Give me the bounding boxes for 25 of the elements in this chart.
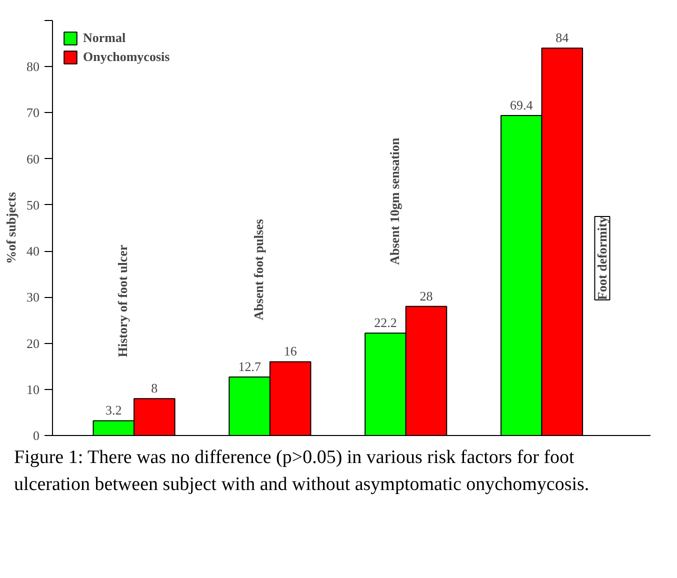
y-tick-label: 70	[26, 105, 40, 120]
x-tick-label: History of foot ulcer	[114, 244, 130, 358]
legend-label: Normal	[83, 30, 126, 46]
y-tick-label: 0	[33, 428, 40, 443]
data-label: 69.4	[510, 97, 534, 112]
y-tick-label: 20	[26, 336, 40, 351]
data-label: 84	[556, 30, 570, 46]
data-label: 3.2	[106, 402, 122, 418]
x-tick-label: Foot deformity	[594, 216, 610, 300]
y-tick-label: 30	[26, 290, 40, 305]
y-tick-label: 10	[26, 382, 40, 397]
y-tick-label: 80	[26, 59, 40, 74]
y-axis-title: %of subjects	[4, 192, 18, 264]
x-tick-label: Absent foot pulses	[250, 219, 266, 320]
x-tick-label: Absent 10gm sensation	[386, 136, 402, 265]
data-label: 28	[420, 288, 433, 304]
legend-label: Onychomycosis	[83, 49, 170, 65]
y-tick-label: 40	[26, 244, 40, 259]
data-label: 16	[284, 344, 298, 359]
y-tick-label: 50	[26, 197, 40, 212]
data-label: 8	[151, 380, 158, 396]
caption: Figure 1: There was no difference (p>0.05) in various risk factors for foot ulceration between subject with and without asymptomatic onychomycosis.	[14, 446, 590, 497]
data-label: 12.7	[238, 358, 262, 374]
data-label: 22.2	[374, 315, 397, 330]
y-tick-label: 60	[26, 151, 40, 166]
